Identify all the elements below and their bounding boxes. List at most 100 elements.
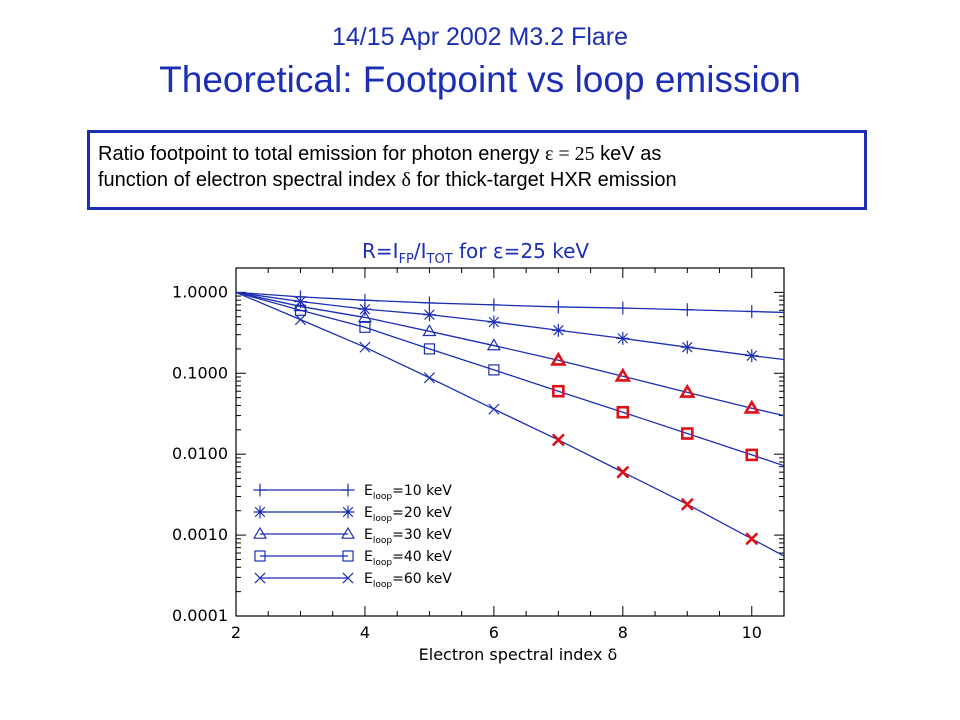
marker-shape bbox=[680, 427, 694, 440]
marker-stroke bbox=[342, 506, 354, 518]
plus-marker bbox=[422, 296, 437, 310]
plus-marker bbox=[253, 483, 267, 497]
legend-label: Eloop=60 keV bbox=[364, 571, 452, 590]
triangle-marker bbox=[422, 324, 437, 337]
caption-line-2-end: for thick-target HXR emission bbox=[410, 169, 677, 191]
series-triangle bbox=[235, 291, 785, 417]
plus-marker bbox=[341, 483, 355, 497]
axes: 2 4 6 8 10 1.0000 0.1000 0.0100 0.0010 0.0001 bbox=[172, 267, 785, 642]
plus-marker bbox=[551, 300, 565, 314]
chart-title-tot: TOT bbox=[426, 252, 453, 267]
marker-shape bbox=[254, 550, 266, 562]
square-marker bbox=[680, 427, 694, 440]
marker-stroke bbox=[254, 572, 266, 584]
marker-shape bbox=[486, 338, 501, 351]
marker-shape bbox=[252, 526, 268, 539]
marker-stroke bbox=[552, 433, 565, 447]
legend-item: Eloop=30 keV bbox=[252, 526, 452, 546]
square-marker bbox=[423, 343, 436, 355]
triangle-marker bbox=[357, 310, 372, 323]
square-marker bbox=[616, 405, 630, 419]
marker-shape bbox=[745, 448, 759, 462]
legend: Eloop=10 keV Eloop=20 keV Eloop=30 keV Eloo… bbox=[252, 483, 452, 590]
caption-line-1-text: Ratio footpoint to total emission for ph… bbox=[98, 143, 545, 165]
plot-frame bbox=[235, 267, 785, 617]
marker-stroke bbox=[295, 314, 306, 326]
asterisk-marker bbox=[422, 308, 437, 322]
asterisk-marker bbox=[616, 331, 630, 345]
asterisk-marker bbox=[680, 340, 694, 354]
series-cross bbox=[235, 291, 785, 557]
marker-stroke bbox=[617, 333, 628, 344]
marker-stroke bbox=[488, 316, 499, 328]
marker-shape bbox=[294, 304, 307, 316]
caption-box: Ratio footpoint to total emission for ph… bbox=[87, 130, 867, 210]
cross-marker bbox=[359, 341, 371, 353]
y-tick-label: 0.1000 bbox=[172, 363, 228, 382]
y-tick-label: 0.0010 bbox=[172, 525, 228, 544]
square-marker bbox=[342, 550, 354, 562]
triangle-marker bbox=[614, 367, 632, 382]
chart-title-slash: /I bbox=[414, 239, 427, 263]
marker-shape bbox=[743, 399, 761, 414]
square-marker bbox=[745, 448, 759, 462]
cross-marker bbox=[424, 372, 435, 384]
asterisk-marker bbox=[487, 315, 501, 329]
marker-shape bbox=[359, 321, 371, 333]
cross-marker bbox=[342, 572, 354, 584]
marker-shape bbox=[340, 526, 356, 539]
triangle-marker bbox=[679, 383, 696, 398]
caption-line-2-text: function of electron spectral index bbox=[98, 169, 402, 191]
legend-label: Eloop=10 keV bbox=[364, 483, 452, 502]
caption-line-2: function of electron spectral index δ fo… bbox=[98, 167, 864, 193]
cross-marker bbox=[681, 498, 694, 511]
delta-symbol: δ bbox=[401, 169, 411, 191]
ratio-chart: R=IFP/ITOT for ε=25 keV 2 4 6 8 10 1.0000 0.10… bbox=[172, 239, 785, 664]
marker-stroke bbox=[745, 532, 758, 545]
legend-item: Eloop=60 keV bbox=[254, 571, 452, 590]
epsilon-value: ε = 25 bbox=[544, 143, 595, 165]
cross-marker bbox=[488, 403, 500, 415]
triangle-marker bbox=[340, 526, 356, 539]
asterisk-marker bbox=[551, 323, 565, 337]
square-marker bbox=[254, 550, 266, 562]
chart-title-rest: for ε=25 keV bbox=[453, 239, 590, 263]
marker-stroke bbox=[359, 341, 371, 353]
marker-shape bbox=[423, 343, 436, 355]
plus-marker bbox=[680, 303, 694, 317]
series-line bbox=[235, 291, 785, 361]
asterisk-marker bbox=[253, 505, 267, 519]
square-marker bbox=[488, 364, 500, 376]
chart-title: R=IFP/ITOT for ε=25 keV bbox=[362, 239, 589, 267]
chart-title-r: R=I bbox=[362, 239, 399, 263]
marker-shape bbox=[357, 310, 372, 323]
triangle-marker bbox=[743, 399, 761, 414]
plus-marker bbox=[487, 298, 501, 312]
marker-shape bbox=[614, 367, 632, 382]
cross-marker bbox=[254, 572, 266, 584]
slide-subtitle: Theoretical: Footpoint vs loop emission bbox=[159, 59, 801, 100]
x-axis-label: Electron spectral index δ bbox=[419, 645, 618, 664]
marker-stroke bbox=[424, 309, 435, 320]
series-square bbox=[235, 291, 785, 467]
marker-stroke bbox=[359, 304, 371, 315]
marker-shape bbox=[342, 550, 354, 562]
marker-stroke bbox=[424, 372, 435, 384]
legend-label: Eloop=30 keV bbox=[364, 527, 452, 546]
y-tick-label: 0.0100 bbox=[172, 444, 228, 463]
square-marker bbox=[552, 384, 565, 398]
cross-marker bbox=[745, 532, 758, 545]
legend-item: Eloop=40 keV bbox=[254, 549, 452, 568]
x-tick-label: 10 bbox=[742, 623, 762, 642]
legend-item: Eloop=20 keV bbox=[253, 505, 452, 524]
marker-shape bbox=[616, 405, 630, 419]
x-tick-label: 2 bbox=[231, 623, 241, 642]
chart-title-fp: FP bbox=[399, 252, 414, 267]
marker-stroke bbox=[342, 572, 354, 584]
y-tick-label: 1.0000 bbox=[172, 282, 228, 301]
caption-line-1: Ratio footpoint to total emission for ph… bbox=[98, 141, 864, 167]
marker-stroke bbox=[616, 466, 629, 479]
series-line bbox=[235, 291, 785, 417]
x-tick-label: 4 bbox=[360, 623, 370, 642]
plus-marker bbox=[616, 301, 630, 315]
